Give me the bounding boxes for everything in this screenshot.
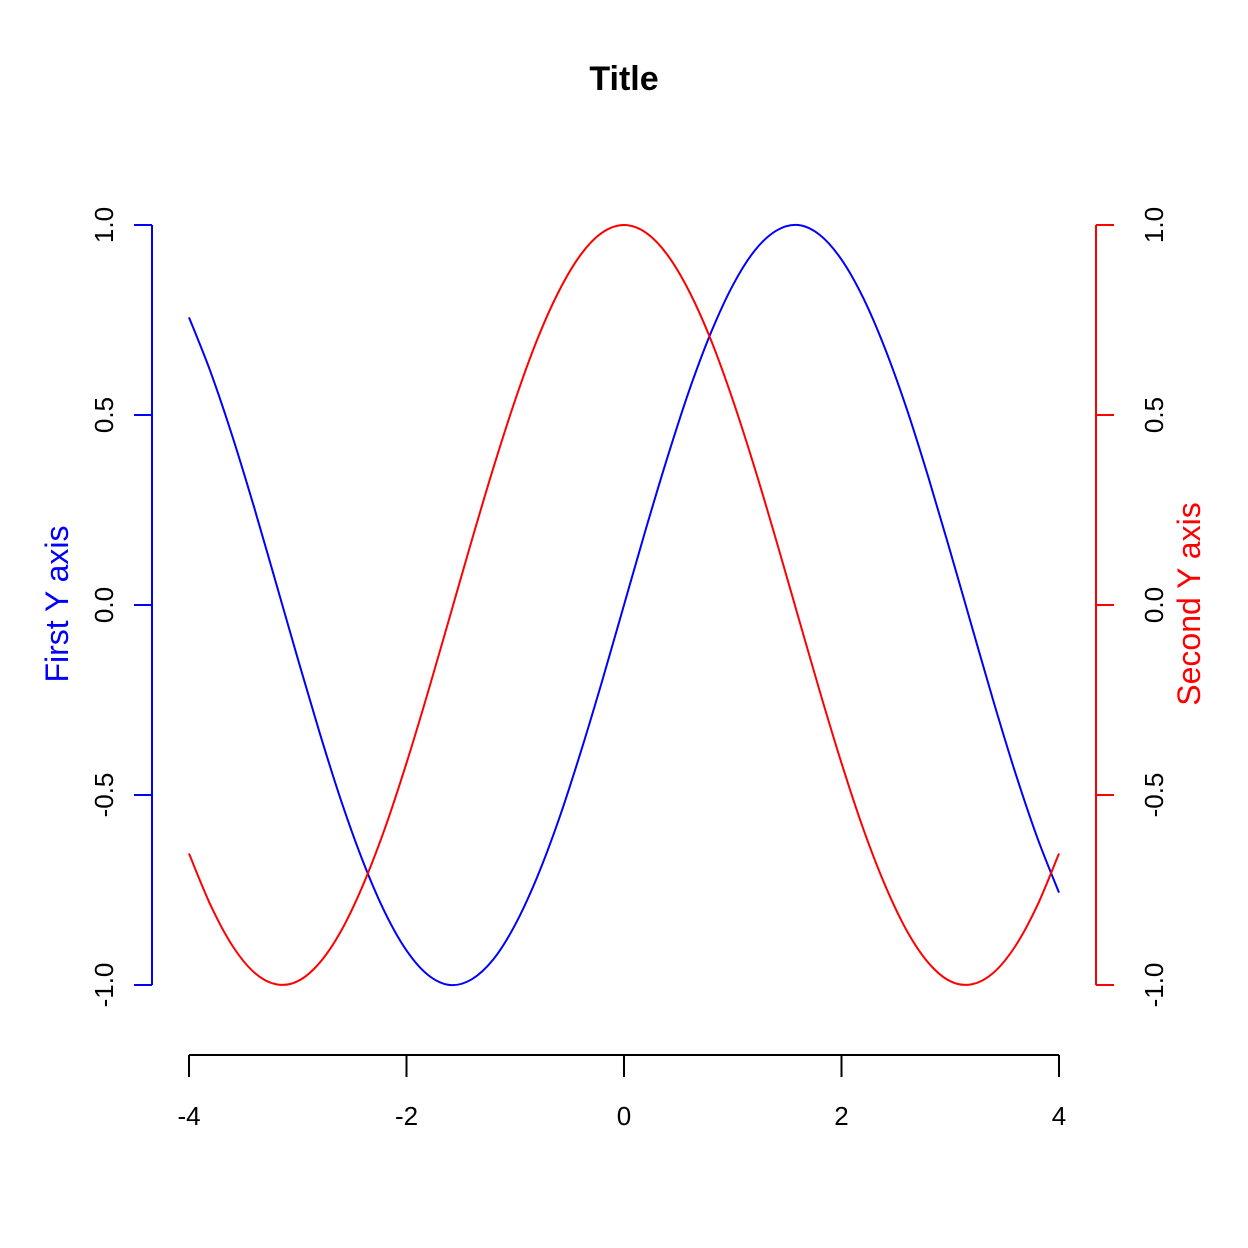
series-line-left-axis: [188, 223, 1060, 987]
left-axis-tick-label: 1.0: [89, 207, 119, 243]
chart-title: Title: [589, 60, 658, 98]
x-axis-tick-label: -4: [177, 1101, 200, 1131]
left-axis-tick-label: 0.0: [89, 587, 119, 623]
right-axis-tick-label: 0.5: [1139, 397, 1169, 433]
left-axis-tick-label: -0.5: [89, 773, 119, 818]
left-axis-tick-label: 0.5: [89, 397, 119, 433]
x-axis-tick-label: 0: [617, 1101, 631, 1131]
right-axis-tick-label: 0.0: [1139, 587, 1169, 623]
right-axis-tick-label: 1.0: [1139, 207, 1169, 243]
right-axis-tick-label: -1.0: [1139, 963, 1169, 1008]
x-axis-tick-label: 2: [834, 1101, 848, 1131]
left-y-axis-label: First Y axis: [39, 525, 75, 682]
left-y-axis: -1.0 -0.5 0.0 0.5 1.0: [89, 207, 153, 1008]
right-y-axis-label: Second Y axis: [1171, 502, 1207, 705]
x-axis-tick-label: -2: [395, 1101, 418, 1131]
series-line-right-axis: [188, 223, 1060, 986]
left-axis-tick-label: -1.0: [89, 963, 119, 1008]
x-axis-tick-label: 4: [1052, 1101, 1066, 1131]
right-y-axis: -1.0 -0.5 0.0 0.5 1.0: [1095, 207, 1169, 1008]
x-axis: -4 -2 0 2 4: [177, 1054, 1066, 1131]
plot-series: [188, 223, 1060, 987]
right-axis-tick-label: -0.5: [1139, 773, 1169, 818]
